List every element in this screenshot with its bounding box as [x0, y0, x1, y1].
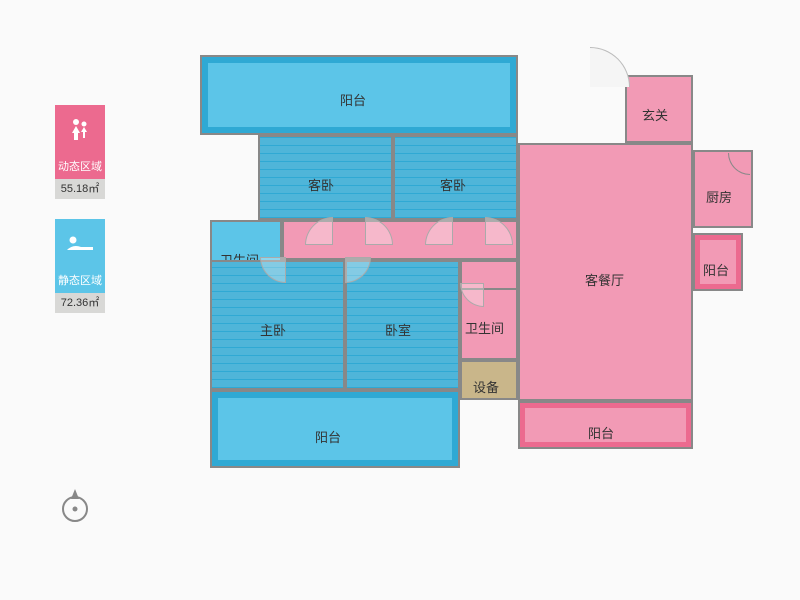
- room-living: [518, 143, 693, 401]
- rest-icon: [63, 232, 97, 256]
- static-icon-box: [55, 219, 105, 269]
- compass-icon: [55, 485, 95, 525]
- room-balcony_br: [518, 401, 693, 449]
- door-arc-entrance: [590, 47, 630, 87]
- room-balcony_r: [693, 233, 743, 291]
- people-icon: [65, 115, 95, 145]
- room-balcony_top: [200, 55, 518, 135]
- room-entrance: [625, 75, 693, 143]
- room-guest_bed2: [393, 135, 518, 220]
- legend-panel: 动态区域 55.18㎡ 静态区域 72.36㎡: [55, 105, 105, 313]
- dynamic-value: 55.18㎡: [55, 179, 105, 199]
- room-bedroom: [345, 260, 460, 390]
- room-guest_bed1: [258, 135, 393, 220]
- dynamic-label: 动态区域: [55, 155, 105, 179]
- floorplan-container: 阳台玄关客卧客卧厨房卫生间客餐厅阳台主卧卧室卫生间设备阳台阳台: [190, 55, 755, 525]
- room-balcony_bot: [210, 390, 460, 468]
- static-label: 静态区域: [55, 269, 105, 293]
- dynamic-icon-box: [55, 105, 105, 155]
- static-value: 72.36㎡: [55, 293, 105, 313]
- room-equipment: [460, 360, 518, 400]
